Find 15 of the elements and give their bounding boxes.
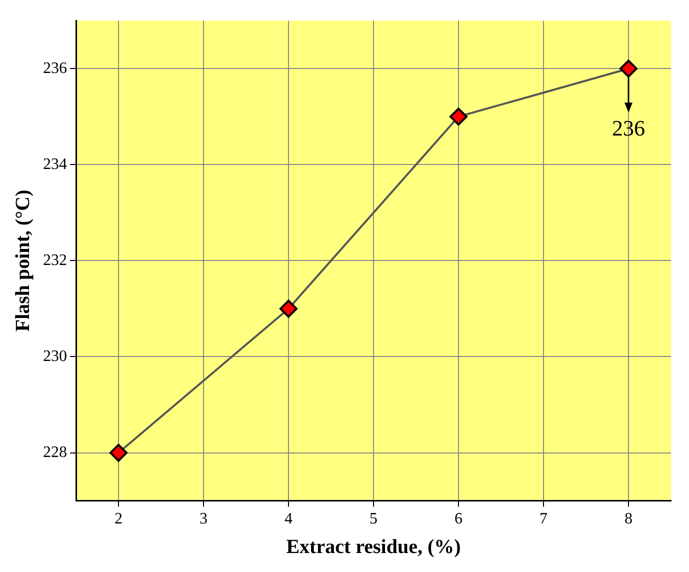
y-tick-label: 232 <box>43 252 67 269</box>
y-tick-label: 228 <box>43 444 67 461</box>
x-tick-label: 8 <box>624 510 632 528</box>
x-tick-label: 3 <box>200 510 208 528</box>
annotation: 236 <box>612 115 645 140</box>
y-axis-title: Flash point, (°C) <box>12 190 34 332</box>
x-tick-label: 2 <box>114 510 122 528</box>
x-tick-label: 6 <box>454 510 462 528</box>
y-tick-label: 230 <box>43 348 67 365</box>
y-tick-label: 236 <box>43 60 67 77</box>
x-tick-label: 7 <box>540 510 548 528</box>
x-tick-label: 5 <box>370 510 378 528</box>
x-tick-label: 4 <box>284 510 292 528</box>
x-axis-title: Extract residue, (%) <box>286 536 461 558</box>
y-tick-label: 234 <box>43 156 67 173</box>
